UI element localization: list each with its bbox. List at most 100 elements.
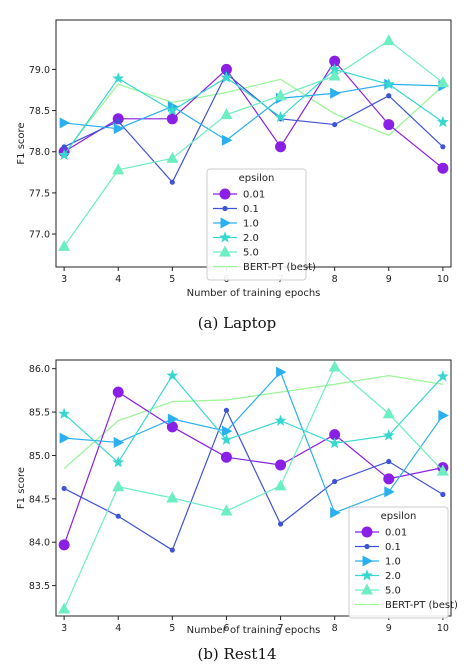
data-point-5-0: [436, 464, 449, 476]
data-point-2-0: [382, 429, 395, 441]
data-point-0-1: [115, 513, 121, 519]
x-tick-label: 6: [223, 623, 229, 634]
legend-marker: [361, 583, 373, 595]
legend-item-1-0: 1.0: [355, 555, 401, 568]
chart-caption: (b) Rest14: [197, 645, 276, 663]
data-point-0-1: [277, 521, 284, 527]
data-point-0-1: [61, 144, 67, 150]
y-axis-label: F1 score: [16, 467, 27, 509]
data-point-0-1: [332, 478, 338, 485]
data-point-0-1: [332, 121, 338, 128]
data-point-0-1: [386, 93, 392, 99]
legend: epsilon 0.01 0.1 1.0 2.0 5.0 BERT-PT (best): [348, 506, 458, 619]
series-line-1-0: [64, 83, 443, 141]
data-point-0-1: [169, 179, 175, 185]
legend-item-bert-pt-best: BERT-PT (best): [213, 262, 316, 273]
data-point-0-01: [437, 162, 449, 174]
data-point-5-0: [220, 108, 233, 120]
series-0-1: [61, 407, 446, 553]
series-line-2-0: [63, 374, 444, 464]
series-bert-pt-best: [63, 374, 443, 469]
data-point-5-0: [328, 69, 341, 81]
series-line-5-0: [63, 365, 444, 610]
series-line-0-01: [63, 60, 444, 169]
series-line-1-0: [64, 371, 444, 514]
x-tick-label: 4: [115, 623, 121, 634]
data-point-1-0: [221, 134, 233, 146]
data-point-5-0: [166, 151, 179, 163]
data-point-2-0: [274, 414, 287, 426]
data-point-2-0: [58, 148, 71, 161]
legend-title: epsilon: [239, 173, 275, 184]
legend-item-bert-pt-best: BERT-PT (best): [355, 600, 458, 611]
legend-marker: [361, 526, 373, 538]
y-tick-label: 86.0: [29, 364, 50, 375]
data-point-5-0: [328, 360, 341, 372]
legend-label: BERT-PT (best): [243, 262, 316, 273]
data-point-1-0: [167, 413, 179, 425]
legend-label: 2.0: [243, 233, 259, 244]
data-point-0-01: [220, 451, 232, 463]
data-point-5-0: [274, 479, 287, 491]
legend-label: 5.0: [243, 248, 259, 259]
data-point-1-0: [330, 87, 341, 99]
x-tick-label: 3: [61, 274, 67, 285]
data-point-2-0: [328, 63, 341, 75]
data-point-1-0: [438, 410, 449, 422]
legend-item-2-0: 2.0: [355, 569, 401, 582]
data-point-2-0: [382, 78, 395, 90]
legend-item-2-0: 2.0: [213, 231, 259, 244]
data-point-2-0: [166, 104, 179, 116]
axis-ticks: 34567891077.077.578.078.579.0: [29, 65, 449, 285]
data-point-2-0: [328, 437, 341, 449]
chart-marks: [58, 360, 449, 614]
series-line-bert-pt-best: [63, 78, 444, 154]
data-point-0-01: [112, 386, 124, 398]
x-tick-label: 5: [169, 274, 175, 285]
series-line-2-0: [63, 68, 444, 156]
legend-marker: [219, 245, 231, 257]
legend-label: 0.1: [385, 542, 401, 553]
x-tick-label: 3: [61, 623, 67, 634]
y-tick-label: 78.0: [29, 147, 50, 158]
y-tick-label: 84.5: [29, 494, 50, 505]
data-point-5-0: [274, 89, 287, 101]
data-point-0-01: [383, 119, 395, 131]
series-line-0-1: [63, 72, 444, 184]
data-point-1-0: [330, 507, 341, 519]
data-point-2-0: [112, 456, 125, 468]
data-point-0-1: [61, 485, 67, 492]
legend-marker: [220, 217, 231, 229]
y-tick-label: 79.0: [29, 65, 50, 76]
data-point-5-0: [382, 34, 395, 46]
legend-item-0-1: 0.1: [355, 542, 401, 553]
series-bert-pt-best: [63, 78, 444, 154]
legend-item-0-1: 0.1: [213, 204, 259, 215]
legend-label: BERT-PT (best): [385, 600, 458, 611]
data-point-1-0: [113, 123, 125, 135]
data-point-5-0: [220, 504, 233, 516]
chart-caption: (a) Laptop: [198, 314, 277, 332]
legend-label: 0.01: [243, 190, 265, 201]
legend-item-0-01: 0.01: [355, 526, 407, 539]
data-point-5-0: [112, 163, 125, 175]
legend-label: 0.01: [385, 528, 407, 539]
data-point-0-1: [115, 118, 121, 124]
data-point-1-0: [384, 486, 395, 498]
data-point-1-0: [59, 432, 71, 444]
data-point-2-0: [220, 71, 233, 83]
legend-item-5-0: 5.0: [213, 245, 259, 259]
x-tick-label: 4: [115, 274, 121, 285]
series-0-1: [61, 70, 446, 185]
series-2-0: [58, 63, 449, 161]
axis-ticks: 3 4 5 6 7 8 9 10 83.5 84.0 84.5 85.0 85.5 86.0: [29, 364, 449, 634]
series-line-5-0: [63, 39, 444, 247]
data-point-5-0: [382, 407, 395, 419]
data-point-0-1: [440, 491, 446, 498]
data-point-5-0: [166, 491, 179, 503]
legend-label: 1.0: [385, 557, 401, 568]
legend-marker: [361, 569, 373, 581]
data-point-1-0: [59, 117, 71, 129]
data-point-5-0: [112, 480, 125, 492]
data-point-5-0: [436, 76, 449, 88]
